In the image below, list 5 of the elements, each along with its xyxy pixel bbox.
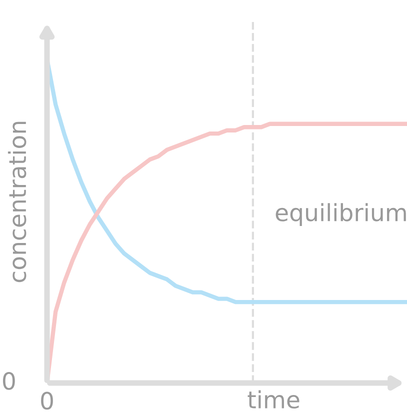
x-axis-title: time [248, 390, 300, 409]
text: 0 [2, 372, 15, 390]
annotation: equilibrium [276, 203, 406, 226]
text: 0 [41, 392, 53, 410]
y-axis-title: concentration [8, 122, 26, 282]
